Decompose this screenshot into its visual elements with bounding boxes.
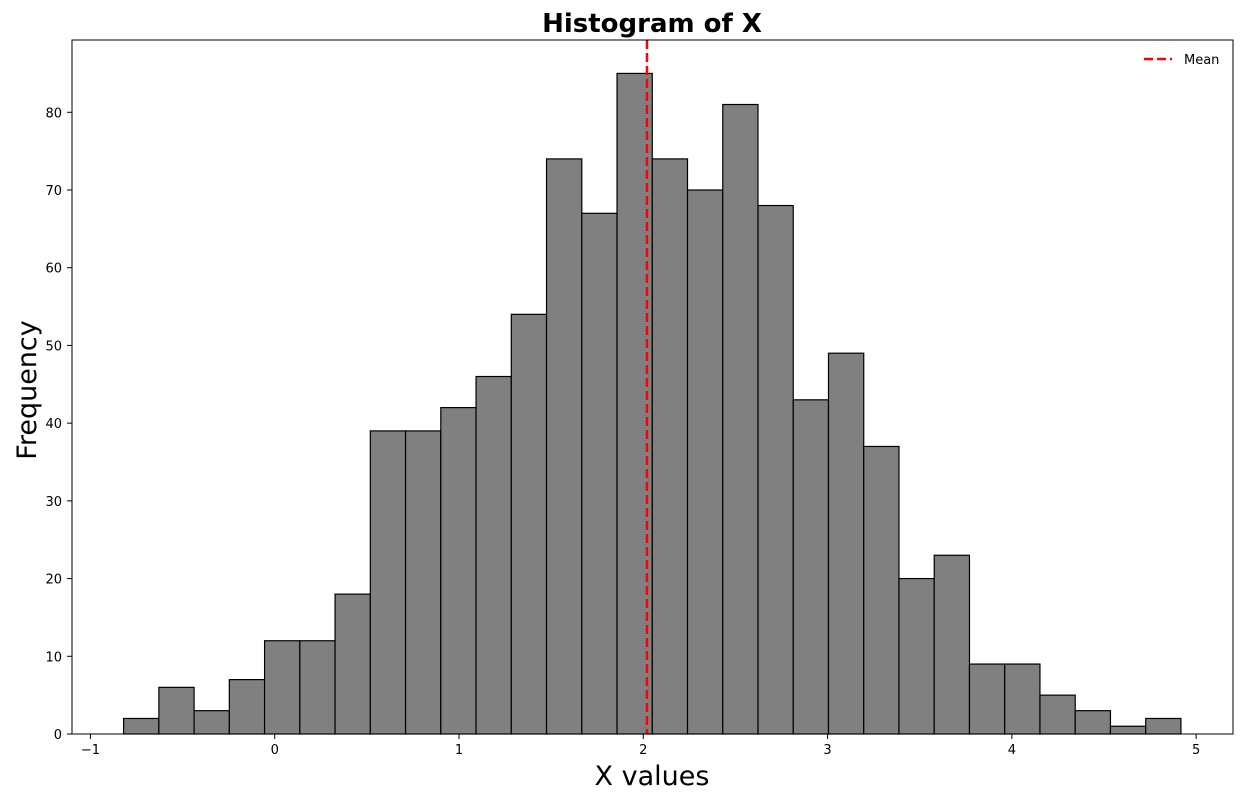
- x-tick-label: 4: [1008, 743, 1016, 758]
- histogram-bar: [686, 189, 724, 735]
- histogram-bar: [263, 640, 301, 735]
- histogram-bar: [228, 678, 266, 735]
- histogram-bar: [1074, 710, 1112, 735]
- histogram-bar: [369, 430, 407, 735]
- histogram-bar: [475, 375, 512, 735]
- x-tick-label: −1: [81, 743, 100, 758]
- histogram-bar: [757, 204, 794, 735]
- histogram-bar: [863, 445, 900, 735]
- x-tick-label: 0: [271, 743, 279, 758]
- histogram-bar: [651, 158, 689, 735]
- x-tick-label: 5: [1192, 743, 1200, 758]
- histogram-bar: [898, 577, 935, 735]
- x-axis-label: X values: [595, 761, 710, 792]
- y-tick-label: 20: [45, 573, 62, 588]
- y-tick-label: 50: [45, 339, 62, 354]
- y-axis-ticks: 0 10 20 30 40 50 60 70 80: [45, 106, 72, 743]
- bars-group: [122, 72, 1182, 735]
- histogram-bar: [1004, 663, 1041, 735]
- histogram-bar: [722, 103, 759, 735]
- legend: Mean: [1144, 53, 1219, 68]
- histogram-bar: [1145, 717, 1182, 735]
- plot-frame: [71, 39, 1234, 735]
- histogram-bar: [440, 406, 477, 735]
- y-tick-label: 30: [45, 495, 62, 510]
- y-tick-label: 40: [45, 417, 62, 432]
- histogram-bar: [193, 710, 230, 735]
- histogram-bar: [1109, 725, 1147, 735]
- histogram-bar: [334, 593, 371, 735]
- histogram-bar: [1039, 694, 1076, 735]
- histogram-bar: [581, 212, 618, 735]
- histogram-bar: [404, 430, 442, 735]
- y-tick-label: 70: [45, 184, 62, 199]
- histogram-bar: [827, 352, 865, 735]
- histogram-bar: [545, 158, 583, 735]
- histogram-bar: [792, 399, 830, 735]
- x-tick-label: 3: [823, 743, 831, 758]
- legend-mean-label: Mean: [1184, 53, 1219, 68]
- chart-title: Histogram of X: [542, 9, 762, 39]
- histogram-bar: [510, 313, 548, 735]
- y-tick-label: 0: [54, 728, 62, 743]
- y-tick-label: 60: [45, 262, 62, 277]
- y-tick-label: 10: [45, 650, 62, 665]
- x-axis-ticks: −1 0 1 2 3 4 5: [81, 734, 1200, 758]
- x-tick-label: 2: [639, 743, 647, 758]
- histogram-bar: [933, 554, 971, 735]
- histogram-bar: [968, 663, 1006, 735]
- histogram-bar: [122, 717, 160, 735]
- y-tick-label: 80: [45, 106, 62, 121]
- x-tick-label: 1: [455, 743, 463, 758]
- y-axis-label: Frequency: [12, 320, 43, 460]
- histogram-bar: [158, 686, 195, 735]
- histogram-bar: [299, 640, 336, 735]
